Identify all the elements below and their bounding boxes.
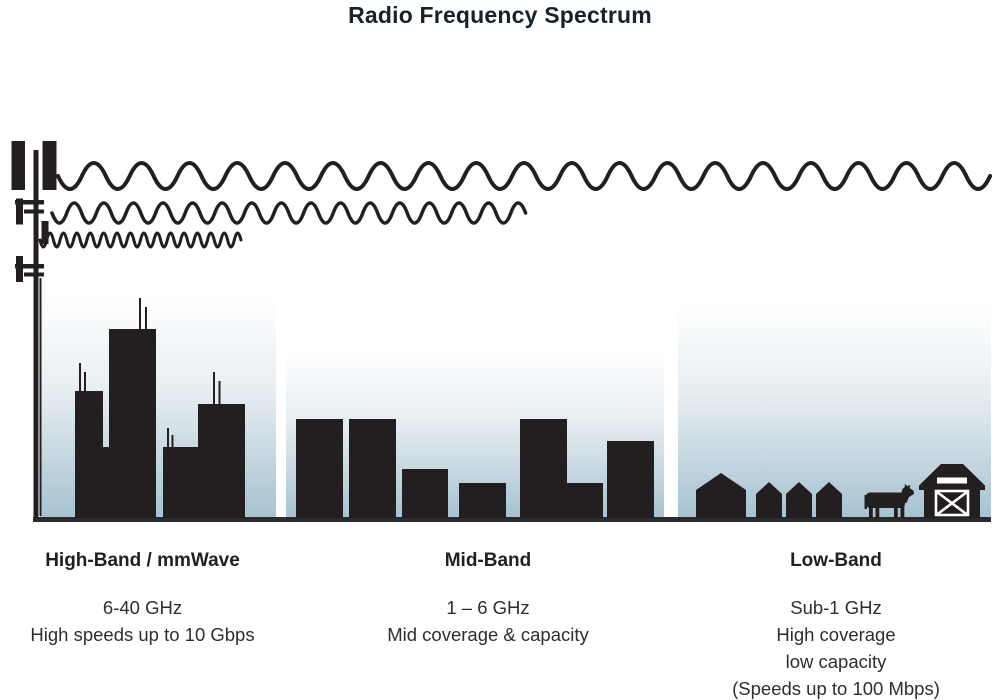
cow-body — [866, 492, 905, 508]
low-band-coverage: High coverage — [776, 624, 896, 645]
house — [786, 482, 812, 518]
low-band-speed: (Speeds up to 100 Mbps) — [732, 678, 940, 699]
spectrum-diagram — [11, 141, 993, 522]
tower-antenna-panel — [16, 256, 23, 282]
tower-antenna-panel — [42, 141, 57, 190]
house — [696, 473, 746, 518]
low-band-caption: Low-Band Sub-1 GHz High coverage low cap… — [686, 550, 986, 700]
house — [756, 482, 782, 518]
skyscraper — [109, 329, 156, 518]
building — [520, 419, 567, 518]
mid-frequency-medium-wave — [50, 201, 528, 225]
high-band-frequency: 6-40 GHz — [102, 597, 183, 618]
tower-crossbar — [15, 264, 44, 269]
high-band-heading: High-Band / mmWave — [45, 550, 240, 571]
tower-antenna-panel — [41, 221, 49, 244]
low-band-frequency: Sub-1 GHz — [790, 597, 882, 618]
building — [296, 419, 343, 518]
building — [349, 419, 396, 518]
mid-band-description: Mid coverage & capacity — [387, 624, 589, 645]
rooftop-antenna-icons — [79, 298, 221, 448]
cell-tower-icon — [11, 141, 57, 518]
skyscraper — [75, 391, 103, 518]
tower-crossbar — [15, 200, 44, 205]
low-band-capacity: low capacity — [785, 651, 887, 672]
ground-line — [33, 517, 991, 522]
mid-band-caption: Mid-Band 1 – 6 GHz Mid coverage & capaci… — [338, 550, 638, 648]
mid-band-heading: Mid-Band — [444, 550, 532, 571]
barn-loft-window — [937, 477, 967, 484]
skyscraper — [198, 404, 245, 518]
building — [567, 483, 603, 518]
cow-leg — [900, 505, 905, 518]
tower-crossbar — [24, 209, 44, 214]
mid-band-frequency: 1 – 6 GHz — [446, 597, 530, 618]
tower-antenna-panel — [16, 198, 23, 225]
building — [459, 483, 506, 518]
barn-icon — [919, 464, 985, 518]
building-icons — [296, 419, 654, 518]
low-band-heading: Low-Band — [790, 550, 882, 571]
high-band-description: High speeds up to 10 Gbps — [30, 624, 255, 645]
high-frequency-short-wave — [38, 231, 243, 249]
skyscraper — [103, 447, 109, 518]
skyscraper-icons — [75, 298, 245, 518]
skyscraper — [163, 447, 198, 518]
page-title: Radio Frequency Spectrum — [348, 2, 652, 28]
building — [607, 441, 654, 518]
tower-antenna-panel — [11, 141, 25, 190]
cow-icon — [864, 483, 914, 518]
building — [402, 469, 448, 518]
low-frequency-long-wave — [56, 161, 993, 191]
cow-leg — [894, 505, 898, 518]
tower-crossbar — [24, 272, 44, 277]
barn-door — [934, 489, 970, 517]
cow-head — [899, 483, 914, 503]
high-band-caption: High-Band / mmWave 6-40 GHz High speeds … — [15, 550, 270, 648]
cow-tail — [864, 495, 867, 509]
house-icons — [696, 473, 842, 518]
cow-leg — [875, 505, 880, 518]
house — [816, 482, 842, 518]
tower-mast — [33, 150, 39, 518]
cow-leg — [869, 505, 873, 518]
tower-mast-leg — [39, 278, 42, 516]
